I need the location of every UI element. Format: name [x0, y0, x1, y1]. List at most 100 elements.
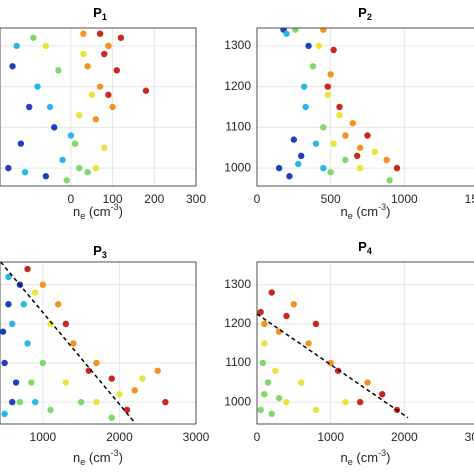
axes-box — [256, 27, 474, 187]
point — [320, 124, 327, 131]
marks — [0, 262, 169, 423]
point — [25, 103, 33, 111]
axes-box — [0, 261, 197, 425]
point — [105, 42, 112, 50]
x-label-part: e — [80, 211, 85, 221]
point — [9, 320, 16, 328]
point — [16, 398, 24, 406]
point — [32, 289, 39, 296]
point — [257, 308, 264, 316]
y-tick-label: 1200 — [224, 79, 251, 93]
y-tick-label: 1300 — [224, 277, 251, 291]
panel: 1000 2000 3000 P3 ne (cm-3) — [0, 243, 210, 467]
point — [295, 160, 302, 168]
title-sub: 3 — [102, 250, 107, 260]
x-label-part: (cm — [353, 450, 378, 465]
point — [80, 30, 87, 37]
x-label-part: n — [341, 204, 348, 219]
point — [12, 379, 20, 386]
panel: 0 100 200 300 P1 ne (cm-3) — [0, 5, 206, 221]
point — [290, 136, 298, 143]
panel-title: P4 — [358, 239, 372, 256]
point — [24, 340, 31, 347]
x-tick-label: 2000 — [391, 430, 418, 444]
point — [85, 367, 93, 374]
y-tick-label: 1000 — [224, 394, 251, 408]
point — [76, 111, 83, 119]
x-label-part: -3 — [111, 202, 119, 212]
point — [93, 398, 100, 406]
point — [286, 173, 293, 180]
point — [356, 144, 364, 151]
point — [261, 340, 268, 347]
x-axis-label: ne (cm-3) — [73, 448, 123, 467]
point — [334, 367, 342, 374]
point — [312, 140, 320, 147]
point — [292, 28, 299, 33]
point — [76, 164, 83, 172]
x-tick-label: 300 — [186, 192, 206, 206]
point — [105, 91, 112, 98]
point — [371, 148, 379, 155]
point — [42, 42, 50, 50]
point — [63, 177, 70, 184]
point — [113, 67, 120, 74]
x-label-part: e — [80, 457, 85, 467]
x-label-part: (cm — [85, 450, 110, 465]
point — [356, 164, 364, 172]
panel: 1000 1100 1200 1300 0 1000 2000 3000 P4 ne (cm-3) — [224, 239, 474, 467]
point — [42, 173, 50, 180]
x-label-part: ) — [119, 450, 123, 465]
panel-title: P1 — [93, 5, 107, 22]
point — [1, 410, 8, 418]
point — [92, 164, 100, 172]
point — [364, 379, 371, 386]
x-label-part: (cm — [353, 204, 378, 219]
point — [34, 83, 41, 90]
x-label-part: e — [348, 457, 353, 467]
x-tick-label: 0 — [254, 430, 261, 444]
point — [55, 67, 62, 74]
point — [162, 398, 169, 406]
x-tick-label: 100 — [103, 192, 123, 206]
x-tick-label: 1000 — [391, 192, 418, 206]
x-label-part: ) — [119, 204, 123, 219]
point — [342, 132, 349, 139]
point — [88, 91, 95, 98]
point — [275, 164, 283, 172]
x-tick-label: 1000 — [317, 430, 344, 444]
point — [342, 398, 349, 406]
point — [342, 156, 349, 164]
point — [77, 398, 85, 406]
point — [96, 83, 104, 90]
point — [283, 30, 290, 37]
x-tick-label: 1000 — [30, 430, 57, 444]
x-label-part: -3 — [378, 202, 386, 212]
x-tick-label: 3000 — [183, 430, 210, 444]
point — [257, 406, 264, 414]
point — [298, 379, 305, 386]
point — [108, 375, 115, 382]
title-main: P — [93, 5, 102, 20]
point — [302, 103, 309, 111]
point — [327, 359, 334, 367]
point — [324, 91, 331, 98]
point — [80, 50, 87, 58]
x-label-part: -3 — [111, 448, 119, 458]
point — [123, 406, 131, 414]
point — [309, 63, 317, 70]
plot-area — [257, 28, 474, 186]
x-label-part: ) — [386, 450, 390, 465]
point — [336, 111, 343, 119]
point — [13, 42, 20, 50]
point — [39, 359, 47, 367]
point — [330, 46, 337, 54]
point — [46, 103, 54, 111]
point — [51, 124, 58, 131]
x-tick-label: 200 — [144, 192, 164, 206]
point — [320, 28, 327, 33]
point — [264, 379, 272, 386]
point — [393, 164, 401, 172]
trend-line — [257, 313, 409, 419]
point — [0, 328, 7, 335]
